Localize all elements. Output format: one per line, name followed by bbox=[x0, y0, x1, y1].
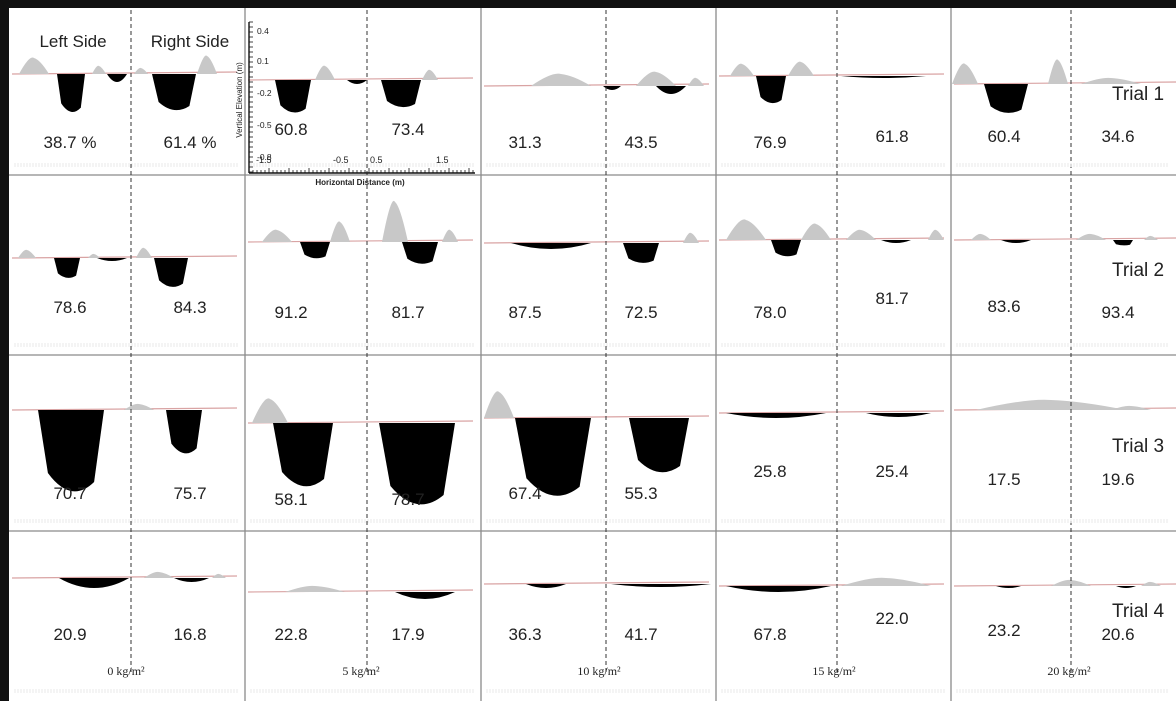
profile-shape bbox=[483, 581, 711, 588]
inset-ylabel: Vertical Elevation (m) bbox=[235, 62, 244, 138]
profile-shape bbox=[11, 247, 238, 287]
inset-ytick-label: -0.5 bbox=[257, 120, 272, 130]
trial-label: Trial 1 bbox=[1112, 84, 1164, 105]
depression-value-label: 17.9 bbox=[391, 625, 424, 644]
profile-shape bbox=[953, 233, 1176, 246]
profile-shape bbox=[247, 585, 474, 599]
inset-ytick-label: 0.1 bbox=[257, 56, 269, 66]
application-rate-label: 20 kg/m² bbox=[1047, 664, 1091, 678]
panels-layer bbox=[11, 55, 1176, 599]
profile-shape bbox=[953, 579, 1176, 588]
depression-value-label: 78.0 bbox=[753, 303, 786, 322]
depression-value-label: 20.9 bbox=[53, 625, 86, 644]
grid-lines bbox=[9, 8, 1176, 701]
depression-value-label: 81.7 bbox=[875, 289, 908, 308]
inset-xtick-label: 1.5 bbox=[436, 155, 449, 165]
inset-ytick-label: 0.4 bbox=[257, 26, 269, 36]
depression-value-label: 22.8 bbox=[274, 625, 307, 644]
profile-shape bbox=[11, 55, 238, 112]
profile-shape bbox=[718, 410, 945, 418]
inset-ytick-label: -0.8 bbox=[257, 152, 272, 162]
profile-shape bbox=[718, 219, 945, 257]
application-rate-label: 15 kg/m² bbox=[812, 664, 856, 678]
depression-value-label: 20.6 bbox=[1101, 625, 1134, 644]
depression-value-label: 61.8 bbox=[875, 127, 908, 146]
depression-value-label: 22.0 bbox=[875, 609, 908, 628]
depression-value-label: 16.8 bbox=[173, 625, 206, 644]
inset-xtick-label: -0.5 bbox=[333, 155, 349, 165]
trial-label: Trial 2 bbox=[1112, 260, 1164, 281]
top-border bbox=[0, 0, 1176, 8]
labels-layer: 0.4 0.1 -0.2 -0.5 -0.8-1.5 -0.5 0.5 1.5 Horizont… bbox=[39, 26, 1164, 678]
depression-value-label: 67.8 bbox=[753, 625, 786, 644]
depression-value-label: 25.8 bbox=[753, 462, 786, 481]
depression-value-label: 23.2 bbox=[987, 621, 1020, 640]
depression-value-label: 61.4 % bbox=[164, 133, 217, 152]
depression-value-label: 72.5 bbox=[624, 303, 657, 322]
depression-value-label: 70.7 bbox=[53, 484, 86, 503]
profile-shape bbox=[483, 391, 710, 496]
depression-value-label: 76.9 bbox=[753, 133, 786, 152]
depression-value-label: 41.7 bbox=[624, 625, 657, 644]
depression-value-label: 55.3 bbox=[624, 484, 657, 503]
depression-value-label: 31.3 bbox=[508, 133, 541, 152]
inset-xlabel: Horizontal Distance (m) bbox=[315, 178, 405, 187]
profile-shape bbox=[952, 59, 1176, 113]
depression-value-label: 60.4 bbox=[987, 127, 1020, 146]
profile-shape bbox=[11, 571, 238, 588]
profile-shape bbox=[718, 61, 945, 104]
depression-value-label: 93.4 bbox=[1101, 303, 1134, 322]
depression-value-label: 34.6 bbox=[1101, 127, 1134, 146]
depression-value-label: 78.7 bbox=[391, 490, 424, 509]
depression-value-label: 78.6 bbox=[53, 298, 86, 317]
depression-value-label: 43.5 bbox=[624, 133, 657, 152]
profile-shape bbox=[483, 71, 710, 94]
depression-value-label: 25.4 bbox=[875, 462, 908, 481]
profile-shape bbox=[483, 232, 710, 263]
application-rate-label: 0 kg/m² bbox=[107, 664, 145, 678]
application-rate-label: 10 kg/m² bbox=[577, 664, 621, 678]
profile-shape bbox=[247, 200, 474, 264]
depression-value-label: 58.1 bbox=[274, 490, 307, 509]
profile-shape bbox=[718, 577, 945, 592]
depression-value-label: 36.3 bbox=[508, 625, 541, 644]
profile-shape bbox=[953, 399, 1176, 411]
inset-ytick-label: -0.2 bbox=[257, 88, 272, 98]
depression-value-label: 73.4 bbox=[391, 120, 424, 139]
depression-value-label: 17.5 bbox=[987, 470, 1020, 489]
depression-value-label: 84.3 bbox=[173, 298, 206, 317]
inset-xtick-label: -1.5 bbox=[256, 155, 272, 165]
depression-value-label: 19.6 bbox=[1101, 470, 1134, 489]
left-side-header: Left Side bbox=[39, 32, 106, 51]
right-side-header: Right Side bbox=[151, 32, 229, 51]
profile-shape bbox=[247, 65, 474, 113]
profile-shape bbox=[247, 398, 474, 505]
depression-value-label: 38.7 % bbox=[44, 133, 97, 152]
depression-value-label: 75.7 bbox=[173, 484, 206, 503]
profile-shape bbox=[11, 403, 238, 492]
trial-label: Trial 4 bbox=[1112, 601, 1165, 622]
application-rate-label: 5 kg/m² bbox=[342, 664, 380, 678]
depression-value-label: 91.2 bbox=[274, 303, 307, 322]
inset-xtick-label: 0.5 bbox=[370, 155, 383, 165]
left-border bbox=[0, 0, 9, 701]
depression-value-label: 83.6 bbox=[987, 297, 1020, 316]
depression-value-label: 81.7 bbox=[391, 303, 424, 322]
depression-value-label: 67.4 bbox=[508, 484, 541, 503]
depression-value-label: 87.5 bbox=[508, 303, 541, 322]
depression-value-label: 60.8 bbox=[274, 120, 307, 139]
trial-label: Trial 3 bbox=[1112, 436, 1164, 457]
